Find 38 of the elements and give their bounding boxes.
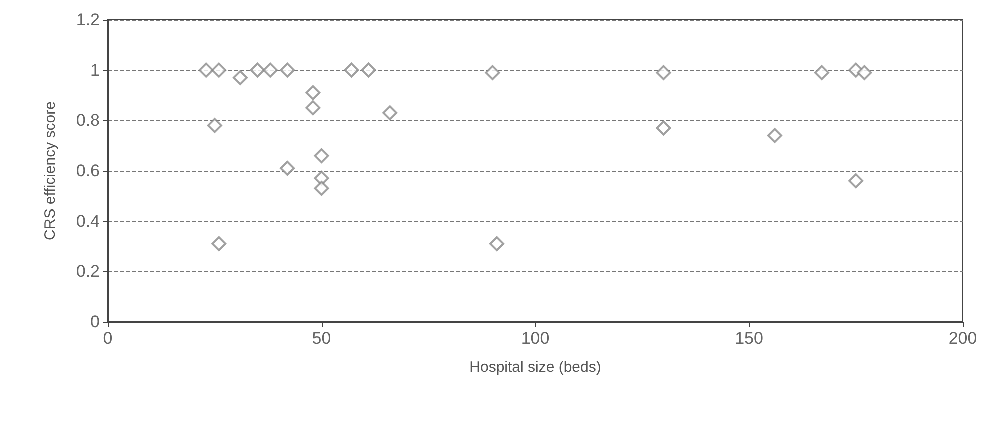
point [212,236,227,252]
x-tick-label: 0 [103,329,113,348]
point [814,65,830,80]
point [280,62,296,78]
point [382,106,398,121]
point [250,62,266,78]
point [656,120,672,136]
point [212,62,227,78]
point [314,148,330,164]
y-tick-label: 0.8 [76,111,100,130]
point [207,118,222,134]
y-axis-title: CRS efficiency score [42,102,59,240]
y-tick-label: 0.6 [76,162,100,180]
point [233,70,248,86]
point [656,65,672,80]
point [306,100,321,116]
point [485,65,500,80]
y-tick-label: 1 [90,60,100,80]
point [306,85,321,100]
y-tick-label: 0.2 [76,262,100,282]
x-axis-title: Hospital size (beds) [470,359,602,376]
point [848,174,864,189]
point [490,236,505,252]
x-tick-label: 50 [312,329,332,348]
point [262,62,278,78]
y-tick-label: 1.2 [76,10,100,30]
point [280,160,296,176]
point [361,62,376,78]
x-tick-label: 100 [521,329,550,348]
point [344,62,360,78]
x-tick-label: 200 [948,329,978,348]
point [314,181,330,196]
y-tick-label: 0 [90,312,100,332]
point [857,65,872,80]
point [198,62,214,78]
point [767,128,782,144]
x-tick-label: 150 [735,329,764,348]
y-tick-label: 0.4 [76,212,100,231]
